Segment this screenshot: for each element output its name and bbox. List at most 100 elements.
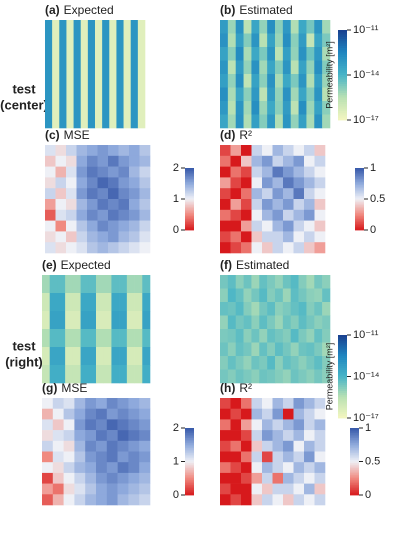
heat-cell [272, 177, 284, 189]
heat-cell [128, 483, 140, 495]
heat-cell [74, 494, 86, 506]
colorbar-segment [350, 493, 359, 496]
heat-cell [129, 188, 140, 200]
heat-cell [290, 20, 299, 34]
heat-cell [314, 398, 326, 409]
heat-cell [227, 288, 237, 303]
colorbar-segment [338, 66, 347, 69]
heat-cell [73, 20, 82, 129]
heat-cell [52, 398, 64, 409]
heat-cell [119, 347, 128, 366]
colorbar-segment [185, 459, 194, 462]
colorbar-segment [185, 202, 194, 205]
colorbar-segment [355, 174, 364, 177]
heat-cell [111, 293, 120, 312]
heat-cell [87, 188, 98, 200]
colorbar-segment [185, 228, 194, 231]
heat-cell [259, 329, 268, 343]
heat-cell [139, 408, 151, 420]
heat-cell [63, 419, 75, 431]
heat-cell [220, 74, 229, 88]
heat-cell [227, 302, 237, 316]
colorbar-segment [355, 169, 364, 172]
colorbar-segment [350, 448, 359, 451]
heat-cell [220, 145, 231, 157]
heat-cell [251, 288, 260, 303]
colorbar-segment [338, 391, 347, 394]
heat-cell [290, 288, 299, 303]
panel-letter: (c) [45, 128, 60, 142]
panel-title-text: MSE [64, 128, 90, 142]
heat-cell [275, 33, 284, 48]
colorbar-tick-label: 2 [173, 422, 179, 434]
heat-cell [230, 177, 242, 189]
colorbar-segment [355, 209, 364, 212]
heat-cell [243, 275, 252, 289]
heat-cell [235, 356, 244, 370]
colorbar-segment [355, 226, 364, 229]
colorbar-segment [338, 364, 347, 367]
heat-cell [314, 87, 323, 102]
heat-cell [130, 20, 139, 129]
heat-cell [243, 329, 252, 343]
heat-cell [298, 329, 307, 343]
colorbar-segment [355, 171, 364, 174]
heat-cell [72, 311, 81, 330]
heat-cell [106, 462, 118, 474]
heat-cell [298, 275, 307, 289]
heat-cell [49, 347, 58, 366]
heat-cell [235, 33, 244, 48]
colorbar-segment [350, 463, 359, 466]
heat-cell [76, 199, 88, 211]
heat-cell [262, 199, 273, 211]
heat-cell [109, 20, 117, 129]
heat-cell [139, 483, 151, 495]
colorbar-segment [338, 370, 347, 373]
colorbar-segment [185, 203, 194, 206]
heat-cell [129, 166, 140, 178]
heat-cell [126, 329, 135, 348]
heat-cell [262, 188, 273, 200]
heat-cell [129, 231, 140, 243]
heat-cell [267, 302, 276, 316]
heat-cell [306, 356, 315, 370]
colorbar-segment [350, 443, 359, 446]
heat-cell [139, 177, 151, 189]
heat-cell [293, 199, 305, 211]
heat-cell [322, 275, 331, 289]
heat-cell [272, 166, 284, 178]
heat-cell [139, 242, 151, 254]
heat-cell [282, 47, 292, 61]
heat-cell [80, 311, 89, 330]
heat-cell [74, 408, 86, 420]
heat-cell [304, 472, 315, 484]
heat-cell [243, 47, 252, 61]
heat-cell [220, 356, 229, 370]
heat-cell [117, 440, 129, 452]
heat-cell [243, 87, 252, 102]
heat-cell [283, 220, 294, 232]
heat-cell [314, 101, 323, 115]
heat-cell [96, 398, 108, 409]
heat-cell [55, 242, 67, 254]
colorbar-segment [338, 41, 347, 44]
heat-cell [314, 20, 323, 34]
heat-cell [272, 199, 284, 211]
heat-cell [142, 365, 151, 384]
colorbar-segment [350, 434, 359, 437]
heat-cell [103, 293, 112, 312]
heat-cell [85, 430, 97, 442]
heat-cell [304, 231, 315, 243]
heat-cell [298, 315, 307, 330]
heat-cell [66, 166, 77, 178]
heat-cell [283, 430, 294, 442]
heat-cell [227, 356, 237, 370]
colorbar-segment [338, 397, 347, 400]
heat-cell [298, 33, 307, 48]
heat-cell [85, 451, 97, 463]
colorbar-segment [185, 453, 194, 456]
heat-cell [220, 188, 231, 200]
heat-cell [304, 220, 315, 232]
heat-cell [251, 419, 263, 431]
heat-cell [251, 494, 263, 506]
